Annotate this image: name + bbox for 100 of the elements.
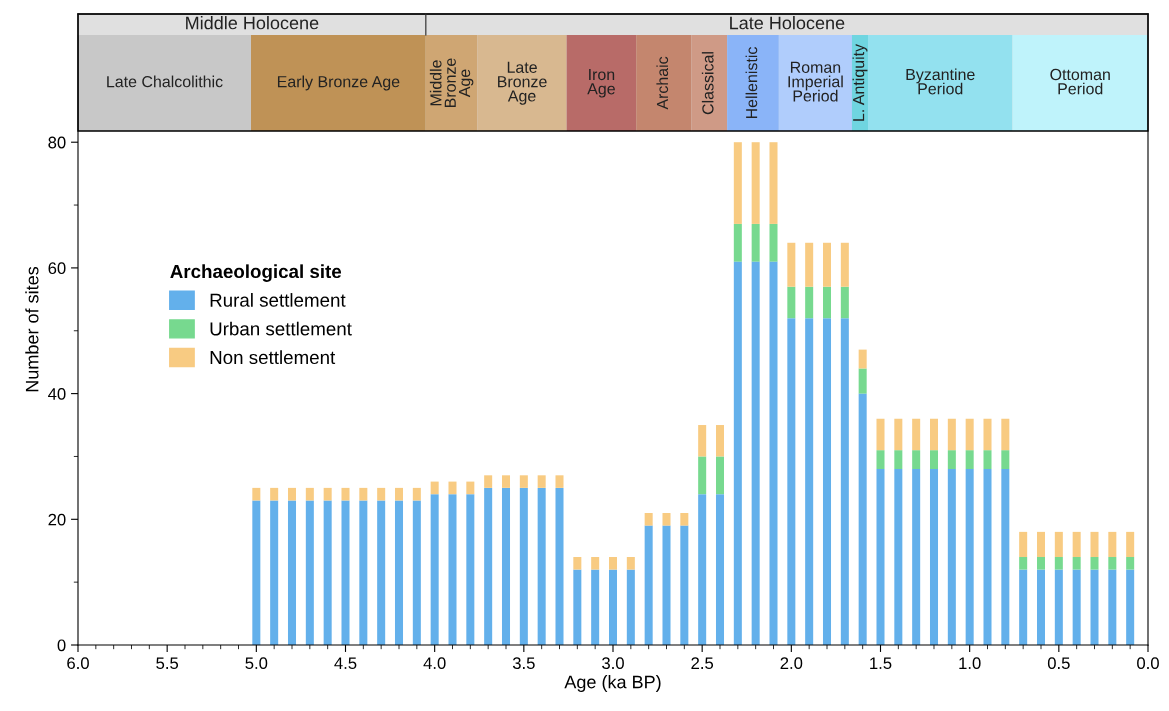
y-tick-label: 40 bbox=[48, 388, 66, 400]
bar bbox=[537, 475, 546, 488]
bar bbox=[341, 487, 350, 501]
bar bbox=[680, 525, 689, 645]
legend-label: Non settlement bbox=[210, 350, 336, 365]
bar bbox=[751, 223, 760, 262]
band-label: Hellenistic bbox=[745, 47, 758, 119]
bar bbox=[430, 481, 439, 495]
x-tick-label: 2.0 bbox=[780, 657, 803, 670]
bar bbox=[1036, 531, 1046, 558]
y-tick-label: 60 bbox=[48, 262, 66, 275]
bar bbox=[608, 569, 618, 645]
bar bbox=[1036, 557, 1046, 570]
x-tick-label: 0.5 bbox=[1047, 657, 1070, 670]
bar bbox=[591, 557, 600, 570]
bar bbox=[715, 425, 725, 457]
bar bbox=[1108, 557, 1117, 570]
bar bbox=[252, 487, 261, 501]
bar bbox=[662, 513, 671, 526]
bar bbox=[270, 500, 279, 645]
bar bbox=[787, 242, 796, 287]
bar bbox=[1126, 531, 1135, 558]
bar bbox=[287, 487, 297, 501]
bar bbox=[983, 450, 992, 470]
bar bbox=[573, 569, 582, 645]
bar bbox=[1036, 569, 1046, 645]
x-tick-label: 5.5 bbox=[156, 657, 179, 670]
bar bbox=[466, 481, 475, 495]
bar bbox=[715, 456, 725, 495]
bar bbox=[769, 261, 778, 645]
legend-label: Urban settlement bbox=[210, 321, 352, 336]
bar bbox=[644, 525, 653, 645]
band-label: Roman Imperial Period bbox=[788, 61, 843, 102]
bar bbox=[822, 318, 832, 645]
band-label: Late Bronze Age bbox=[498, 61, 547, 105]
bar bbox=[929, 450, 939, 470]
bar bbox=[448, 481, 457, 495]
band-label: Ottoman Period bbox=[1050, 68, 1110, 95]
bar bbox=[1090, 531, 1099, 558]
bar bbox=[537, 487, 546, 645]
bar bbox=[805, 242, 814, 287]
bar bbox=[555, 475, 564, 488]
bar bbox=[769, 223, 778, 262]
bar bbox=[805, 318, 814, 645]
bar bbox=[591, 569, 600, 645]
bar bbox=[929, 418, 939, 451]
bar bbox=[858, 368, 867, 394]
bar bbox=[573, 557, 582, 570]
band-label: Late Holocene bbox=[730, 16, 845, 30]
y-tick-label: 20 bbox=[48, 513, 66, 526]
bar bbox=[769, 142, 778, 224]
bar bbox=[305, 487, 314, 501]
x-tick-label: 1.5 bbox=[870, 657, 892, 670]
bar bbox=[965, 450, 974, 470]
bar bbox=[983, 469, 992, 645]
bar bbox=[412, 487, 421, 501]
bar bbox=[359, 500, 368, 645]
band-label: Middle Holocene bbox=[186, 16, 319, 30]
bar bbox=[912, 469, 921, 645]
bar bbox=[252, 500, 261, 645]
band-label: Middle Bronze Age bbox=[429, 58, 474, 107]
bar bbox=[341, 500, 350, 645]
bar bbox=[1054, 531, 1063, 558]
bar bbox=[644, 513, 653, 526]
bar bbox=[270, 487, 279, 501]
bar bbox=[626, 557, 635, 570]
bar bbox=[519, 487, 528, 645]
bar bbox=[323, 487, 332, 501]
bar bbox=[1072, 569, 1081, 645]
bar bbox=[894, 469, 903, 645]
x-tick-label: 2.5 bbox=[691, 657, 714, 670]
bar bbox=[1019, 569, 1028, 645]
bar bbox=[751, 261, 760, 645]
bar bbox=[1126, 569, 1135, 645]
bar bbox=[1001, 418, 1010, 451]
bar bbox=[1072, 531, 1081, 558]
bar bbox=[1054, 557, 1063, 570]
bar bbox=[1108, 531, 1117, 558]
bar bbox=[858, 349, 867, 369]
x-tick-label: 4.5 bbox=[334, 657, 357, 670]
bar bbox=[929, 469, 939, 645]
bar bbox=[733, 223, 742, 262]
bar bbox=[1001, 469, 1010, 645]
bar bbox=[912, 450, 921, 470]
bar bbox=[822, 286, 832, 319]
bar bbox=[733, 142, 742, 224]
bar bbox=[305, 500, 314, 645]
bar bbox=[662, 525, 671, 645]
bar bbox=[787, 318, 796, 645]
x-tick-label: 4.0 bbox=[423, 657, 446, 670]
bar bbox=[519, 475, 528, 488]
bar bbox=[876, 450, 885, 470]
x-tick-label: 3.5 bbox=[512, 657, 535, 670]
bar bbox=[1001, 450, 1010, 470]
bar bbox=[822, 242, 832, 287]
bar bbox=[751, 142, 760, 224]
bar bbox=[501, 475, 511, 488]
band-label: Archaic bbox=[656, 56, 669, 110]
bar bbox=[1019, 531, 1028, 558]
bar bbox=[840, 286, 849, 319]
